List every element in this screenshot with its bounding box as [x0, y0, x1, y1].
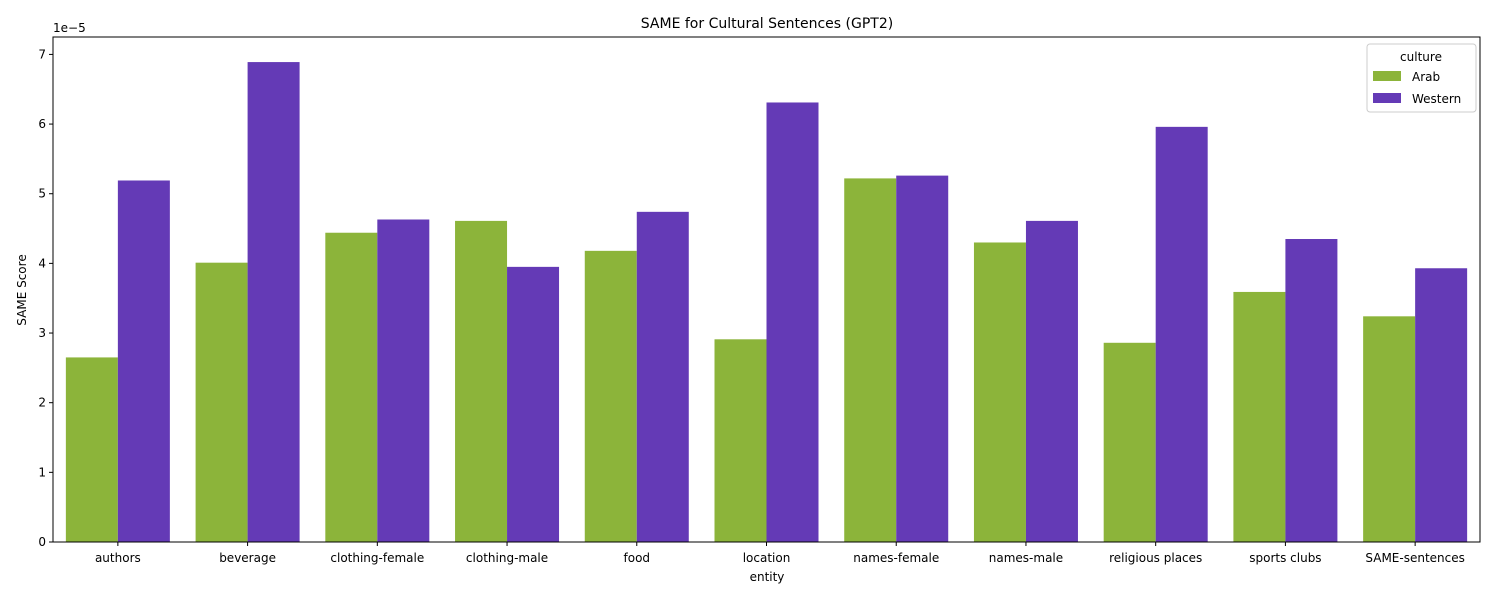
y-tick-label: 1	[38, 465, 46, 479]
bar-western-names-female	[896, 175, 949, 542]
legend-title: culture	[1400, 50, 1442, 64]
y-axis-multiplier: 1e−5	[53, 21, 86, 35]
bar-western-religious-places	[1155, 126, 1208, 543]
legend-label-western: Western	[1412, 92, 1461, 106]
chart-title: SAME for Cultural Sentences (GPT2)	[641, 16, 893, 32]
x-tick-label: clothing-female	[330, 551, 424, 565]
y-tick-label: 4	[38, 256, 46, 270]
x-tick-label: names-male	[989, 551, 1063, 565]
x-tick-label: religious places	[1109, 551, 1202, 565]
bar-arab-same-sentences	[1363, 316, 1416, 542]
bar-arab-clothing-male	[455, 220, 508, 542]
y-tick-label: 7	[38, 47, 46, 61]
bar-western-clothing-male	[507, 266, 560, 542]
plot-area: 0 1 2 3 4 5 6 7 authors beverage clothing-female cl…	[38, 36, 1481, 565]
bar-arab-sports-clubs	[1233, 291, 1286, 542]
bar-arab-location	[714, 339, 767, 542]
bar-arab-food	[584, 250, 637, 543]
x-tick-label: SAME-sentences	[1365, 551, 1464, 565]
bar-arab-names-male	[973, 242, 1026, 542]
bar-arab-names-female	[844, 178, 897, 542]
y-tick-label: 6	[38, 117, 46, 131]
bar-western-clothing-female	[377, 219, 430, 542]
x-tick-label: sports clubs	[1249, 551, 1321, 565]
y-axis-label: SAME Score	[15, 254, 29, 325]
legend: culture Arab Western	[1366, 43, 1477, 113]
legend-swatch-western	[1373, 93, 1401, 103]
bar-western-beverage	[247, 62, 300, 542]
bar-western-sports-clubs	[1285, 239, 1338, 542]
plot-frame	[52, 36, 1481, 543]
bar-arab-authors	[65, 357, 118, 542]
x-tick-label: food	[624, 551, 651, 565]
legend-swatch-arab	[1373, 71, 1401, 81]
x-tick-label: clothing-male	[466, 551, 548, 565]
x-tick-label: authors	[95, 551, 141, 565]
x-tick-label: beverage	[219, 551, 276, 565]
bar-arab-religious-places	[1103, 342, 1156, 542]
y-tick-label: 3	[38, 326, 46, 340]
legend-label-arab: Arab	[1412, 70, 1440, 84]
x-axis-label: entity	[750, 570, 785, 584]
bar-western-same-sentences	[1415, 268, 1468, 542]
y-tick-label: 2	[38, 396, 46, 410]
x-tick-label: location	[743, 551, 791, 565]
bar-arab-beverage	[195, 262, 248, 542]
y-tick-label: 0	[38, 535, 46, 549]
x-tick-label: names-female	[853, 551, 939, 565]
bar-western-authors	[117, 180, 170, 542]
bar-arab-clothing-female	[325, 232, 378, 543]
bar-western-names-male	[1025, 220, 1078, 542]
y-tick-label: 5	[38, 187, 46, 201]
bar-western-food	[636, 211, 689, 543]
bar-western-location	[766, 102, 819, 542]
